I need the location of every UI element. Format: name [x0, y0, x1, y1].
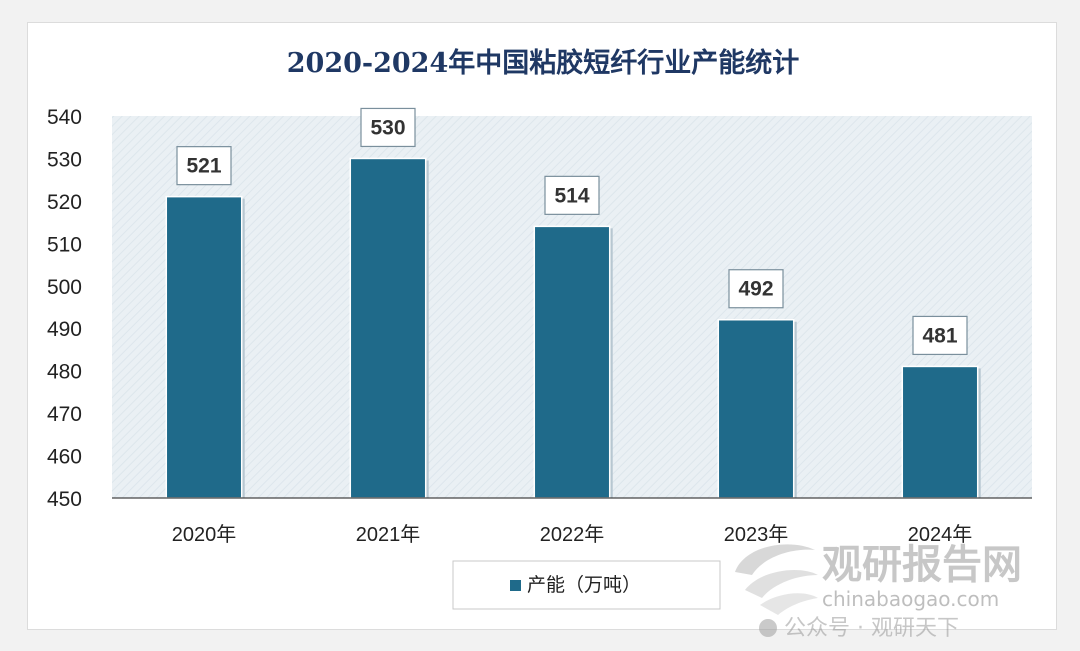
data-label-box [544, 175, 600, 215]
legend-label: 产能（万吨） [527, 574, 641, 596]
y-tick-label: 530 [47, 148, 82, 171]
y-tick-label: 480 [47, 361, 82, 384]
watermark-site: chinabaogao.com [822, 587, 999, 611]
x-tick-label: 2022年 [540, 523, 605, 546]
y-tick-label: 490 [47, 318, 82, 341]
watermark-wechat: 公众号 · 观研天下 [784, 616, 959, 641]
x-axis: 2020年 2021年 2022年 2023年 2024年 [172, 523, 973, 546]
bar [901, 365, 979, 499]
y-tick-label: 460 [47, 446, 82, 469]
y-tick-label: 470 [47, 403, 82, 426]
data-label-box [360, 107, 416, 148]
wechat-icon [759, 619, 777, 637]
y-tick-label: 450 [47, 488, 82, 511]
x-tick-label: 2021年 [356, 523, 421, 546]
bar [165, 195, 243, 499]
watermark: 观研报告网 chinabaogao.com 公众号 · 观研天下 [735, 542, 1022, 641]
data-label: 492 [738, 278, 773, 301]
data-label: 530 [370, 116, 405, 139]
y-tick-label: 540 [47, 106, 82, 129]
watermark-logo-icon [735, 544, 818, 615]
x-tick-label: 2020年 [172, 523, 237, 546]
legend-box [452, 560, 721, 610]
bar [717, 318, 795, 499]
bar [349, 157, 427, 499]
data-label-box [728, 269, 784, 309]
x-tick-label: 2023年 [724, 523, 789, 546]
y-axis: 450 460 470 480 490 500 510 520 530 540 [47, 106, 82, 511]
y-tick-label: 510 [47, 233, 82, 256]
y-tick-label: 500 [47, 276, 82, 299]
legend-swatch [510, 580, 521, 591]
y-tick-label: 520 [47, 191, 82, 214]
chart-title: 2020-2024年中国粘胶短纤行业产能统计 [287, 47, 800, 79]
legend: 产能（万吨） [452, 560, 721, 610]
data-label: 521 [186, 155, 221, 178]
data-label: 514 [554, 184, 589, 207]
data-label-box [912, 315, 968, 356]
bars-group: 521 530 514 492 481 [165, 107, 981, 499]
data-label: 481 [922, 324, 957, 347]
data-label-box [176, 146, 232, 186]
x-tick-label: 2024年 [908, 523, 973, 546]
bar [533, 225, 611, 499]
watermark-logo-text: 观研报告网 [822, 542, 1022, 588]
